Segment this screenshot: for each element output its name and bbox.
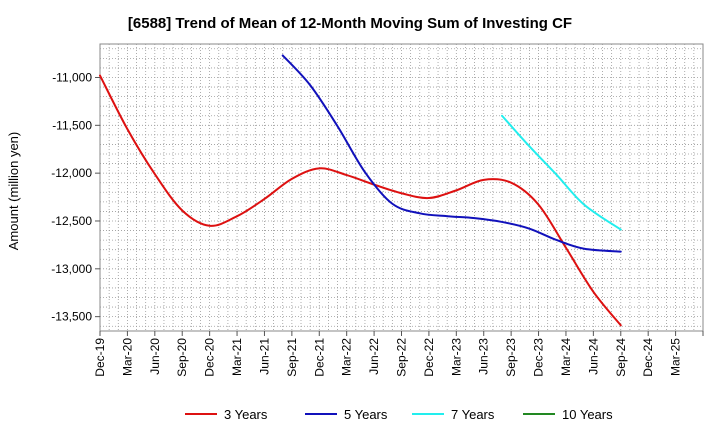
x-tick-label: Mar-20	[120, 338, 134, 376]
series-line-7-years	[501, 114, 622, 231]
y-tick-label: -13,500	[51, 310, 92, 324]
y-tick-label: -11,500	[52, 118, 92, 132]
x-axis: Dec-19 Mar-20 Jun-20 Sep-20 Dec-20 Mar-21 Jun-…	[93, 331, 704, 377]
series-line-3-years	[99, 74, 622, 327]
y-axis: -11,000 -11,500 -12,000 -12,500 -13,000 -13,5…	[51, 70, 100, 324]
legend: 3 Years 5 Years 7 Years 10 Years	[185, 407, 613, 422]
y-tick-label: -13,000	[51, 262, 92, 276]
x-tick-label: Dec-20	[203, 338, 217, 377]
x-tick-label: Dec-24	[641, 338, 655, 377]
y-tick-label: -12,500	[51, 214, 92, 228]
x-tick-label: Jun-23	[477, 338, 491, 375]
x-tick-label: Mar-24	[559, 338, 573, 376]
x-tick-label: Dec-19	[93, 338, 107, 377]
legend-label-5-years: 5 Years	[344, 407, 388, 422]
legend-label-3-years: 3 Years	[224, 407, 268, 422]
chart-title: [6588] Trend of Mean of 12-Month Moving …	[128, 15, 572, 32]
x-tick-label: Dec-22	[422, 338, 436, 377]
x-tick-label: Jun-22	[367, 338, 381, 375]
legend-label-7-years: 7 Years	[451, 407, 495, 422]
x-tick-label: Mar-21	[230, 338, 244, 376]
legend-label-10-years: 10 Years	[562, 407, 613, 422]
y-tick-label: -12,000	[51, 166, 92, 180]
plot-area	[99, 43, 704, 332]
x-tick-label: Jun-20	[148, 338, 162, 375]
x-tick-label: Dec-23	[532, 338, 546, 377]
x-tick-label: Mar-25	[669, 338, 683, 376]
x-tick-label: Sep-24	[614, 338, 628, 377]
x-tick-label: Sep-20	[175, 338, 189, 377]
series-lines	[99, 54, 622, 327]
plot-frame	[99, 43, 704, 332]
x-tick-label: Dec-21	[312, 338, 326, 377]
x-tick-label: Jun-24	[586, 338, 600, 375]
x-tick-label: Sep-23	[504, 338, 518, 377]
x-tick-label: Sep-22	[395, 338, 409, 377]
y-axis-title: Amount (million yen)	[6, 132, 21, 251]
y-tick-label: -11,000	[52, 70, 92, 84]
x-tick-label: Sep-21	[285, 338, 299, 377]
x-tick-label: Mar-22	[340, 338, 354, 376]
x-tick-label: Jun-21	[257, 338, 271, 375]
series-line-5-years	[281, 54, 622, 253]
x-tick-label: Mar-23	[449, 338, 463, 376]
